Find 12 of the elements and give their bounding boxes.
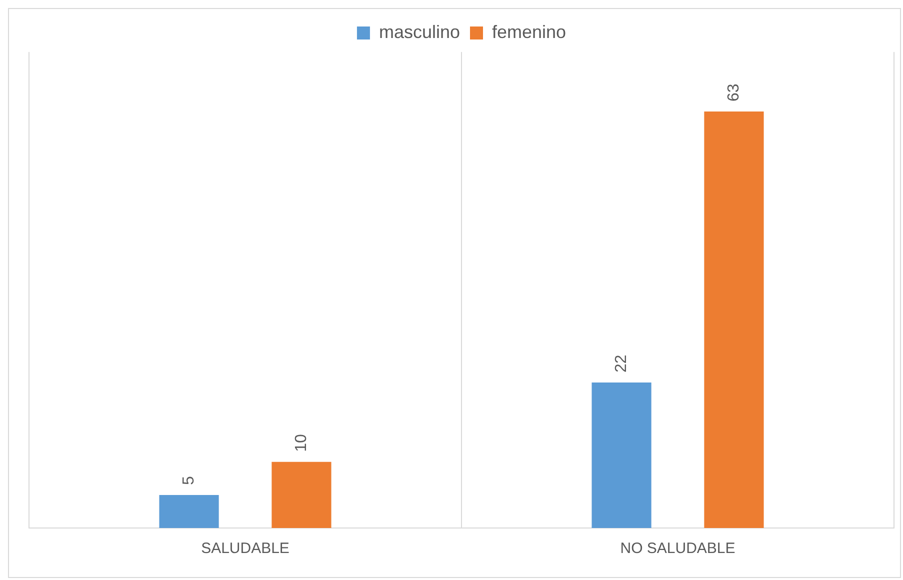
legend-label: femenino (492, 22, 566, 42)
x-tick-label: NO SALUDABLE (620, 540, 736, 558)
data-label: 22 (612, 354, 630, 373)
x-tick-label: SALUDABLE (201, 540, 290, 558)
bar (272, 462, 332, 528)
data-label: 63 (725, 84, 742, 102)
legend-label: masculino (378, 22, 460, 42)
bar (159, 494, 219, 528)
bar (592, 382, 652, 528)
data-label: 10 (292, 434, 310, 452)
data-label: 5 (180, 476, 198, 485)
bar (704, 112, 764, 528)
